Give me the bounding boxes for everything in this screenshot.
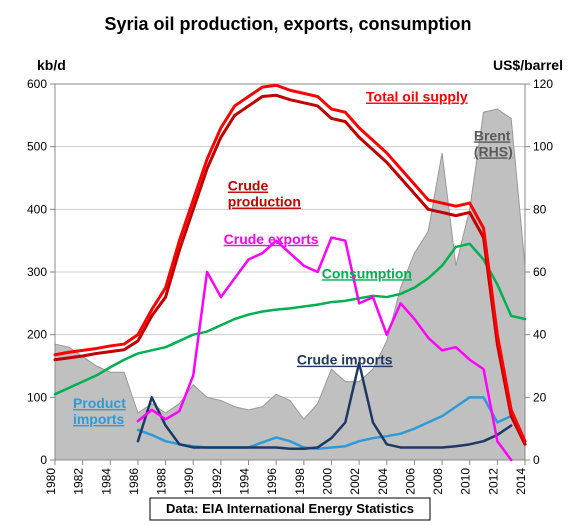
- crude_imports-label: Crude imports: [297, 352, 393, 368]
- x-tick: 1996: [265, 468, 279, 495]
- product_imports-label2: imports: [73, 411, 125, 427]
- x-tick: 1980: [44, 468, 58, 495]
- x-tick: 1998: [293, 468, 307, 495]
- product_imports-label: Product: [73, 395, 126, 411]
- yleft-tick: 600: [27, 77, 47, 91]
- yleft-tick: 100: [27, 390, 47, 404]
- yright-tick: 60: [533, 265, 547, 279]
- yright-tick: 120: [533, 77, 553, 91]
- x-tick: 1992: [210, 468, 224, 495]
- x-tick: 2004: [376, 468, 390, 495]
- source-text: Data: EIA International Energy Statistic…: [166, 501, 414, 516]
- x-tick: 2012: [486, 468, 500, 495]
- crude_exports-label: Crude exports: [224, 231, 319, 247]
- x-tick: 1986: [127, 468, 141, 495]
- x-tick: 2002: [348, 468, 362, 495]
- x-tick: 1994: [238, 468, 252, 495]
- x-tick: 2006: [403, 468, 417, 495]
- x-tick: 2014: [514, 468, 528, 495]
- yright-label: US$/barrel: [493, 57, 563, 73]
- yleft-tick: 500: [27, 140, 47, 154]
- yleft-tick: 400: [27, 202, 47, 216]
- x-tick: 1984: [99, 468, 113, 495]
- x-tick: 1988: [155, 468, 169, 495]
- yleft-label: kb/d: [37, 57, 66, 73]
- yright-tick: 100: [533, 140, 553, 154]
- crude_production-label: Crude: [228, 178, 269, 194]
- yleft-tick: 300: [27, 265, 47, 279]
- yleft-tick: 0: [40, 453, 47, 467]
- yleft-tick: 200: [27, 328, 47, 342]
- yright-tick: 40: [533, 328, 547, 342]
- x-tick: 1982: [72, 468, 86, 495]
- yright-tick: 80: [533, 202, 547, 216]
- brent-label2: (RHS): [474, 143, 513, 159]
- consumption-label: Consumption: [322, 265, 412, 281]
- x-tick: 2000: [320, 468, 334, 495]
- yright-tick: 20: [533, 390, 547, 404]
- chart-svg: 0 100 200 300 400 500 600 0 20 40 60 80 100 120 1980 19…: [0, 0, 576, 525]
- total_supply-label: Total oil supply: [366, 89, 468, 105]
- chart-container: 0 100 200 300 400 500 600 0 20 40 60 80 100 120 1980 19…: [0, 0, 576, 525]
- x-tick: 2008: [431, 468, 445, 495]
- brent-label: Brent: [474, 127, 511, 143]
- crude_production-label2: production: [228, 194, 301, 210]
- x-tick: 2010: [459, 468, 473, 495]
- chart-title: Syria oil production, exports, consumpti…: [104, 14, 471, 34]
- yright-tick: 0: [533, 453, 540, 467]
- x-tick: 1990: [182, 468, 196, 495]
